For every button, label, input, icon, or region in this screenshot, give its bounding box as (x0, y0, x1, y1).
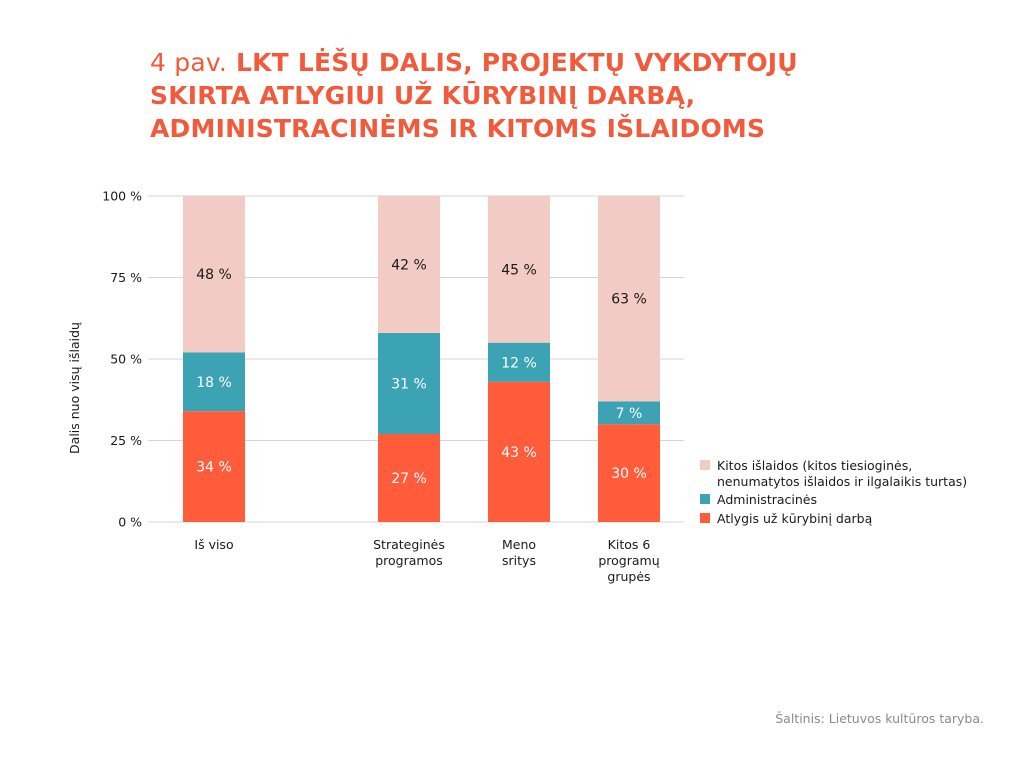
y-tick-label: 75 % (110, 270, 142, 285)
bar-segment-atlygis (598, 424, 660, 522)
bar-segment-administracines (183, 352, 245, 412)
x-tick-label: Meno (502, 537, 536, 552)
legend-swatch-atlygis (700, 513, 710, 523)
data-label: 27 % (391, 471, 427, 487)
source-note: Šaltinis: Lietuvos kultūros taryba. (775, 711, 984, 726)
y-tick-label: 100 % (102, 189, 142, 204)
y-axis-label: Dalis nuo visų išlaidų (67, 322, 82, 454)
data-label: 42 % (391, 257, 427, 273)
bar-segment-kitos (378, 196, 440, 333)
x-tick-label: sritys (502, 553, 536, 568)
legend-label: Atlygis už kūrybinį darbą (717, 511, 873, 526)
data-label: 45 % (501, 262, 537, 278)
data-label: 18 % (196, 375, 232, 391)
bar-segment-kitos (183, 196, 245, 353)
bar-segment-atlygis (378, 433, 440, 522)
y-tick-label: 25 % (110, 433, 142, 448)
legend-label: Kitos išlaidos (kitos tiesioginės, (717, 458, 912, 473)
data-label: 34 % (196, 460, 232, 476)
title-prefix: 4 pav. (150, 48, 228, 77)
data-label: 48 % (196, 267, 232, 283)
title-line-2: SKIRTA ATLYGIUI UŽ KŪRYBINĮ DARBĄ, (150, 81, 696, 110)
bar-segment-kitos (598, 196, 660, 402)
legend-label: Administracinės (717, 492, 817, 507)
data-label: 12 % (501, 355, 537, 371)
bar-segment-kitos (488, 196, 550, 343)
x-tick-label: Iš viso (194, 537, 233, 552)
data-label: 31 % (391, 376, 427, 392)
title-text-1: LKT LĖŠŲ DALIS, PROJEKTŲ VYKDYTOJŲ (235, 48, 798, 77)
x-tick-label: grupės (607, 569, 650, 584)
x-tick-label: Kitos 6 (608, 537, 651, 552)
title-line-1: 4 pav. LKT LĖŠŲ DALIS, PROJEKTŲ VYKDYTOJ… (150, 46, 910, 79)
y-tick-label: 0 % (118, 515, 142, 530)
bar-segment-atlygis (183, 411, 245, 522)
bar-segment-administracines (598, 401, 660, 425)
bar-segment-atlygis (488, 381, 550, 522)
x-tick-label: programų (598, 553, 659, 568)
chart-title: 4 pav. LKT LĖŠŲ DALIS, PROJEKTŲ VYKDYTOJ… (150, 46, 910, 145)
data-label: 7 % (616, 406, 643, 422)
data-label: 63 % (611, 292, 647, 308)
data-label: 30 % (611, 466, 647, 482)
data-label: 43 % (501, 445, 537, 461)
x-tick-label: Strateginės (373, 537, 445, 552)
bar-segment-administracines (378, 332, 440, 434)
x-tick-label: programos (375, 553, 443, 568)
legend-swatch-kitos (700, 460, 710, 470)
legend-swatch-administracines (700, 494, 710, 504)
title-line-3: ADMINISTRACINĖMS IR KITOMS IŠLAIDOMS (150, 114, 766, 143)
bar-segment-administracines (488, 342, 550, 382)
y-tick-label: 50 % (110, 352, 142, 367)
legend-label: nenumatytos išlaidos ir ilgalaikis turta… (717, 474, 967, 489)
